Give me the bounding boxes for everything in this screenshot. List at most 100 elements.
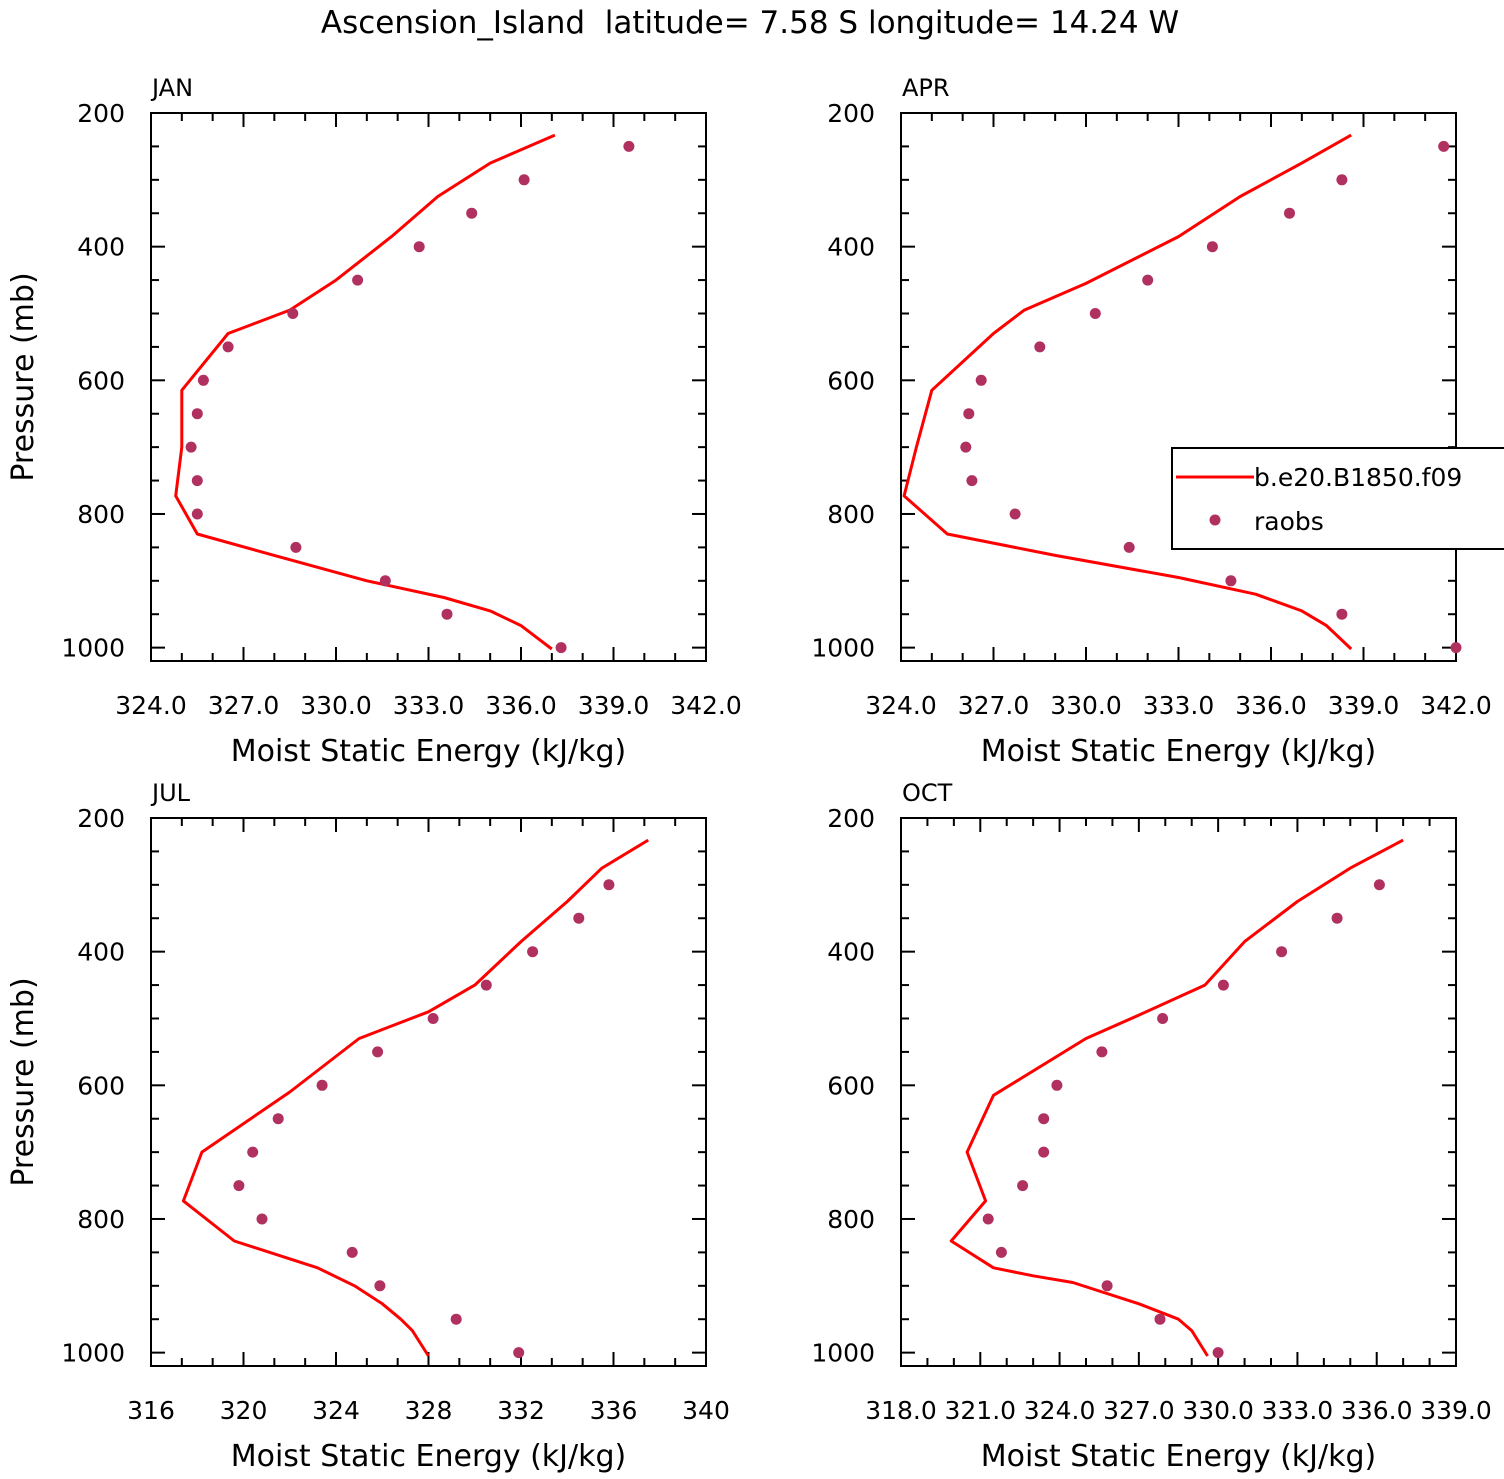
chart-panel-jul: 316 320 324 328 332 336 340 200 400 600 800 1000 JUL… bbox=[6, 779, 730, 1474]
raobs-point bbox=[975, 374, 987, 386]
y-tick-label: 1000 bbox=[61, 634, 125, 663]
chart-panel-apr: 324.0 327.0 330.0 333.0 336.0 339.0 342.0 200 40… bbox=[811, 74, 1491, 769]
y-tick-label: 800 bbox=[827, 500, 875, 529]
y-tick-label: 400 bbox=[827, 938, 875, 967]
raobs-point bbox=[352, 274, 364, 286]
raobs-point bbox=[413, 241, 425, 253]
raobs-point bbox=[379, 575, 391, 587]
raobs-point bbox=[1051, 1079, 1063, 1091]
raobs-point bbox=[1157, 1013, 1169, 1024]
y-tick-label: 800 bbox=[77, 1205, 125, 1234]
raobs-point bbox=[1038, 1146, 1050, 1158]
panel-label: OCT bbox=[902, 779, 953, 807]
raobs-point bbox=[1009, 508, 1021, 520]
raobs-point bbox=[191, 475, 203, 487]
raobs-point bbox=[197, 374, 209, 386]
x-tick-label: 321.0 bbox=[944, 1396, 1016, 1425]
model-series-line bbox=[949, 838, 1404, 1357]
plot-frame bbox=[150, 112, 707, 662]
x-tick-label: 328 bbox=[405, 1396, 453, 1425]
y-tick-label: 600 bbox=[827, 366, 875, 395]
legend-model-label: b.e20.B1850.f09 bbox=[1254, 463, 1462, 492]
figure-title: Ascension_Island latitude= 7.58 S longit… bbox=[321, 5, 1179, 41]
x-tick-label: 336.0 bbox=[1341, 1396, 1413, 1425]
x-tick-label: 339.0 bbox=[578, 691, 650, 720]
raobs-point bbox=[450, 1313, 462, 1325]
raobs-point bbox=[1206, 241, 1218, 253]
legend-obs-label: raobs bbox=[1254, 507, 1324, 536]
raobs-point bbox=[316, 1079, 328, 1091]
x-tick-label: 330.0 bbox=[1050, 691, 1122, 720]
raobs-point bbox=[518, 174, 530, 186]
raobs-point bbox=[527, 946, 539, 958]
legend-box bbox=[1171, 447, 1504, 550]
raobs-point bbox=[1142, 274, 1154, 286]
y-tick-label: 800 bbox=[827, 1205, 875, 1234]
raobs-point bbox=[441, 608, 453, 620]
raobs-point bbox=[233, 1180, 245, 1192]
panel-label: APR bbox=[902, 74, 950, 102]
y-tick-label: 600 bbox=[77, 366, 125, 395]
raobs-point bbox=[573, 912, 585, 924]
panel-label: JAN bbox=[150, 74, 193, 102]
raobs-point bbox=[995, 1246, 1007, 1258]
x-axis-title: Moist Static Energy (kJ/kg) bbox=[231, 734, 627, 769]
y-tick-label: 400 bbox=[77, 233, 125, 262]
raobs-point bbox=[1212, 1347, 1224, 1359]
raobs-point bbox=[480, 979, 492, 991]
raobs-point bbox=[1089, 308, 1101, 319]
y-tick-label: 1000 bbox=[61, 1339, 125, 1368]
chart-panel-jan: 324.0 327.0 330.0 333.0 336.0 339.0 342.0 200 40… bbox=[6, 74, 742, 769]
x-tick-label: 324.0 bbox=[1024, 1396, 1096, 1425]
x-tick-label: 330.0 bbox=[300, 691, 372, 720]
raobs-point bbox=[1038, 1113, 1050, 1125]
x-tick-label: 340 bbox=[682, 1396, 730, 1425]
y-tick-label: 600 bbox=[77, 1071, 125, 1100]
x-tick-label: 324.0 bbox=[865, 691, 937, 720]
raobs-point bbox=[513, 1347, 525, 1359]
x-tick-label: 339.0 bbox=[1420, 1396, 1492, 1425]
raobs-point bbox=[1225, 575, 1237, 587]
x-tick-label: 333.0 bbox=[1143, 691, 1215, 720]
x-tick-label: 316 bbox=[127, 1396, 175, 1425]
raobs-point bbox=[1331, 912, 1343, 924]
raobs-point bbox=[960, 441, 972, 453]
raobs-point bbox=[1373, 879, 1385, 891]
raobs-point bbox=[1101, 1280, 1113, 1292]
raobs-point bbox=[1154, 1313, 1166, 1325]
raobs-point bbox=[963, 408, 975, 420]
raobs-point bbox=[1450, 642, 1462, 654]
raobs-point bbox=[185, 441, 197, 453]
x-tick-label: 318.0 bbox=[865, 1396, 937, 1425]
chart-panel-oct: 318.0 321.0 324.0 327.0 330.0 333.0 336.0 339.0… bbox=[811, 779, 1491, 1474]
x-tick-label: 342.0 bbox=[1420, 691, 1492, 720]
y-tick-label: 200 bbox=[827, 804, 875, 833]
raobs-point bbox=[982, 1213, 994, 1225]
raobs-point bbox=[1336, 174, 1348, 186]
x-tick-label: 330.0 bbox=[1182, 1396, 1254, 1425]
y-tick-label: 200 bbox=[77, 99, 125, 128]
y-tick-label: 200 bbox=[827, 99, 875, 128]
plot-frame bbox=[150, 817, 707, 1367]
x-axis-title: Moist Static Energy (kJ/kg) bbox=[231, 1439, 627, 1474]
legend-obs-marker-swatch bbox=[1209, 514, 1221, 526]
y-tick-label: 600 bbox=[827, 1071, 875, 1100]
y-tick-label: 200 bbox=[77, 804, 125, 833]
model-series-line bbox=[174, 133, 556, 651]
raobs-point bbox=[222, 341, 234, 353]
raobs-point bbox=[191, 508, 203, 520]
raobs-point bbox=[555, 642, 567, 654]
x-tick-label: 327.0 bbox=[208, 691, 280, 720]
raobs-point bbox=[1217, 979, 1229, 991]
raobs-point bbox=[603, 879, 615, 891]
raobs-point bbox=[372, 1046, 384, 1058]
raobs-point bbox=[1284, 207, 1295, 219]
x-tick-label: 324.0 bbox=[115, 691, 187, 720]
x-tick-label: 333.0 bbox=[1262, 1396, 1334, 1425]
raobs-point bbox=[966, 475, 978, 487]
x-axis-title: Moist Static Energy (kJ/kg) bbox=[981, 1439, 1377, 1474]
model-series-line bbox=[902, 133, 1353, 651]
chart-panels: 324.0 327.0 330.0 333.0 336.0 339.0 342.020040… bbox=[6, 74, 1492, 1474]
raobs-point bbox=[1123, 541, 1135, 553]
x-tick-label: 339.0 bbox=[1328, 691, 1400, 720]
